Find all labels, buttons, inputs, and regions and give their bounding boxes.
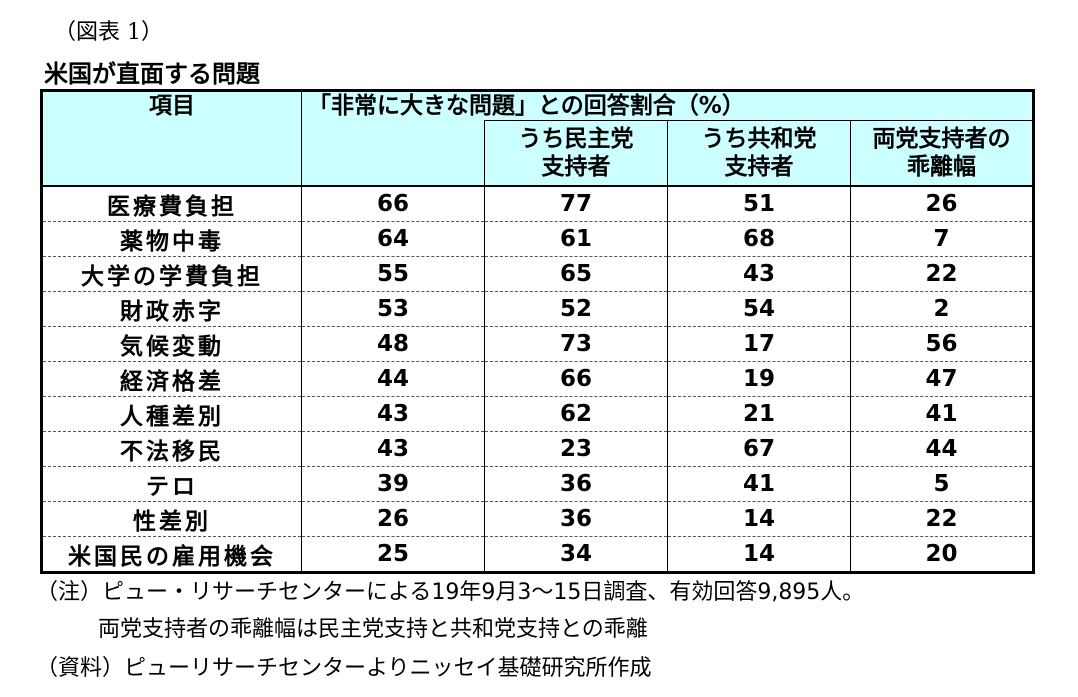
cell-item: テロ — [41, 466, 302, 502]
table-row: 財政赤字 53 52 54 2 — [41, 291, 1035, 327]
header-dem-line1: うち民主党 — [518, 126, 634, 152]
table-body: 医療費負担 66 77 51 26 薬物中毒 64 61 68 7 大学の学費負担 55 65 43 22 財… — [41, 185, 1035, 573]
cell-gap: 22 — [849, 501, 1035, 537]
header-gap-line1: 両党支持者の — [872, 126, 1011, 152]
cell-total: 64 — [301, 221, 485, 257]
cell-gap: 56 — [849, 326, 1035, 362]
cell-total: 25 — [301, 536, 485, 573]
cell-total: 55 — [301, 256, 485, 292]
cell-rep: 14 — [667, 536, 851, 573]
cell-total: 66 — [301, 185, 485, 222]
header-item: 項目 — [41, 90, 302, 187]
cell-rep: 17 — [667, 326, 851, 362]
cell-rep: 68 — [667, 221, 851, 257]
table-row: テロ 39 36 41 5 — [41, 466, 1035, 502]
cell-item: 不法移民 — [41, 431, 302, 467]
cell-item: 米国民の雇用機会 — [41, 536, 302, 573]
cell-rep: 19 — [667, 361, 851, 397]
cell-item: 財政赤字 — [41, 291, 302, 327]
table-row: 不法移民 43 23 67 44 — [41, 431, 1035, 467]
header-dem: うち民主党 支持者 — [484, 120, 668, 187]
header-rep-line2: 支持者 — [724, 154, 794, 180]
cell-gap: 5 — [849, 466, 1035, 502]
figure-title: 米国が直面する問題 — [44, 60, 260, 88]
cell-item: 大学の学費負担 — [41, 256, 302, 292]
cell-dem: 66 — [484, 361, 668, 397]
header-gap: 両党支持者の 乖離幅 — [849, 120, 1035, 187]
cell-dem: 36 — [484, 501, 668, 537]
cell-gap: 22 — [849, 256, 1035, 292]
cell-total: 48 — [301, 326, 485, 362]
cell-item: 人種差別 — [41, 396, 302, 432]
table-row: 気候変動 48 73 17 56 — [41, 326, 1035, 362]
table-row: 経済格差 44 66 19 47 — [41, 361, 1035, 397]
cell-rep: 51 — [667, 185, 851, 222]
table-row: 米国民の雇用機会 25 34 14 20 — [41, 536, 1035, 573]
cell-dem: 77 — [484, 185, 668, 222]
cell-dem: 73 — [484, 326, 668, 362]
cell-item: 性差別 — [41, 501, 302, 537]
cell-total: 43 — [301, 396, 485, 432]
cell-rep: 41 — [667, 466, 851, 502]
cell-rep: 43 — [667, 256, 851, 292]
cell-dem: 61 — [484, 221, 668, 257]
note-gap-definition: 両党支持者の乖離幅は民主党支持と共和党支持との乖離 — [98, 617, 648, 642]
header-gap-line2: 乖離幅 — [907, 154, 976, 180]
header-total-blank — [301, 120, 485, 187]
figure-label: （図表 1） — [54, 20, 163, 45]
problems-table: 項目 「非常に大きな問題」との回答割合（%） うち民主党 支持者 うち共和党 支… — [40, 89, 1036, 574]
cell-total: 26 — [301, 501, 485, 537]
header-dem-line2: 支持者 — [541, 154, 611, 180]
cell-rep: 21 — [667, 396, 851, 432]
note-survey: （注）ピュー・リサーチセンターによる19年9月3～15日調査、有効回答9,895… — [36, 580, 865, 605]
cell-rep: 54 — [667, 291, 851, 327]
header-group: 「非常に大きな問題」との回答割合（%） — [300, 90, 1035, 121]
cell-item: 医療費負担 — [41, 185, 302, 222]
cell-total: 44 — [301, 361, 485, 397]
cell-item: 経済格差 — [41, 361, 302, 397]
cell-gap: 7 — [849, 221, 1035, 257]
table-row: 医療費負担 66 77 51 26 — [41, 185, 1035, 222]
table-row: 薬物中毒 64 61 68 7 — [41, 221, 1035, 257]
cell-gap: 41 — [849, 396, 1035, 432]
cell-gap: 20 — [849, 536, 1035, 573]
cell-item: 気候変動 — [41, 326, 302, 362]
cell-dem: 36 — [484, 466, 668, 502]
cell-total: 53 — [301, 291, 485, 327]
cell-rep: 14 — [667, 501, 851, 537]
note-source: （資料）ピューリサーチセンターよりニッセイ基礎研究所作成 — [36, 656, 652, 681]
table-row: 大学の学費負担 55 65 43 22 — [41, 256, 1035, 292]
cell-gap: 47 — [849, 361, 1035, 397]
cell-dem: 52 — [484, 291, 668, 327]
cell-rep: 67 — [667, 431, 851, 467]
header-rep-line1: うち共和党 — [701, 126, 817, 152]
cell-gap: 44 — [849, 431, 1035, 467]
header-rep: うち共和党 支持者 — [667, 120, 851, 187]
cell-gap: 2 — [849, 291, 1035, 327]
cell-gap: 26 — [849, 185, 1035, 222]
table-row: 性差別 26 36 14 22 — [41, 501, 1035, 537]
cell-dem: 34 — [484, 536, 668, 573]
table-row: 人種差別 43 62 21 41 — [41, 396, 1035, 432]
cell-total: 43 — [301, 431, 485, 467]
cell-dem: 65 — [484, 256, 668, 292]
cell-total: 39 — [301, 466, 485, 502]
cell-item: 薬物中毒 — [41, 221, 302, 257]
cell-dem: 23 — [484, 431, 668, 467]
cell-dem: 62 — [484, 396, 668, 432]
